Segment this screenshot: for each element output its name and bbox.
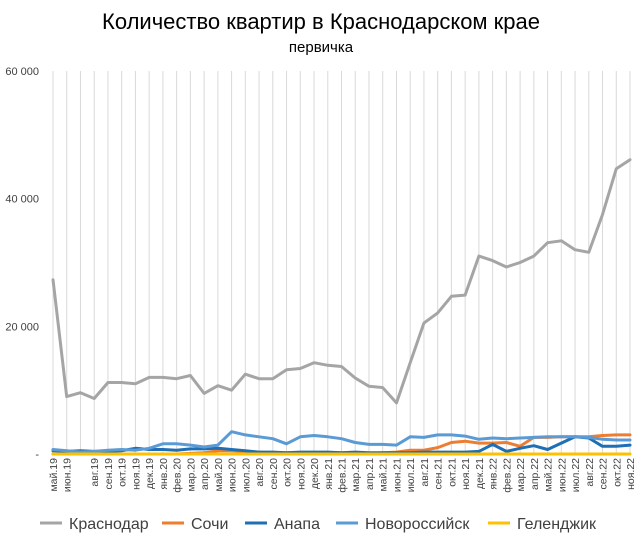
legend-label: Анапа bbox=[274, 516, 320, 533]
x-tick-label: окт.20 bbox=[282, 458, 294, 487]
x-tick-label: окт.22 bbox=[611, 458, 623, 487]
legend-label: Сочи bbox=[191, 516, 228, 533]
series-line-Краснодар bbox=[51, 158, 632, 405]
y-tick-label: 40 000 bbox=[5, 194, 39, 206]
legend: Краснодар Сочи Анапа Новороссийск Геленджик bbox=[40, 516, 597, 533]
x-tick-label: янв.21 bbox=[323, 458, 335, 490]
x-tick-label: май.20 bbox=[213, 458, 225, 492]
chart-subtitle: первичка bbox=[289, 39, 354, 56]
x-tick-label: июн.22 bbox=[556, 458, 568, 492]
x-tick-label: янв.20 bbox=[158, 458, 170, 490]
x-tick-label: мар.22 bbox=[515, 458, 527, 492]
x-tick-label: дек.20 bbox=[309, 458, 321, 489]
legend-label: Краснодар bbox=[69, 516, 149, 533]
x-tick-label: май.22 bbox=[543, 458, 555, 492]
x-tick-label: дек.21 bbox=[474, 458, 486, 489]
x-tick-label: ноя.21 bbox=[460, 458, 472, 490]
chart-title: Количество квартир в Краснодарском крае bbox=[102, 9, 540, 34]
y-axis-tick-labels: - 20 000 40 000 60 000 bbox=[5, 66, 39, 461]
x-tick-label: авг.19 bbox=[89, 458, 101, 487]
x-tick-label: апр.20 bbox=[199, 458, 211, 490]
x-tick-label: сен.22 bbox=[598, 458, 610, 490]
y-tick-label: 20 000 bbox=[5, 321, 39, 333]
x-tick-label: сен.20 bbox=[268, 458, 280, 490]
x-tick-label: ноя.22 bbox=[625, 458, 637, 490]
x-tick-label: апр.21 bbox=[364, 458, 376, 490]
x-tick-label: май.21 bbox=[378, 458, 390, 492]
x-tick-label: мар.20 bbox=[185, 458, 197, 492]
legend-label: Новороссийск bbox=[365, 516, 470, 533]
series-lines bbox=[51, 158, 632, 456]
x-tick-label: авг.22 bbox=[584, 458, 596, 487]
x-tick-label: сен.21 bbox=[433, 458, 445, 490]
series-line-Новороссийск bbox=[51, 430, 632, 454]
x-tick-label: июн.20 bbox=[227, 458, 239, 492]
x-tick-label: авг.21 bbox=[419, 458, 431, 487]
x-tick-label: дек.19 bbox=[144, 458, 156, 489]
x-tick-label: июл.21 bbox=[405, 458, 417, 492]
x-tick-label: фев.22 bbox=[501, 458, 513, 493]
x-tick-label: фев.21 bbox=[337, 458, 349, 493]
x-tick-label: авг.20 bbox=[254, 458, 266, 487]
x-tick-label: июн.21 bbox=[391, 458, 403, 492]
x-tick-label: сен.19 bbox=[103, 458, 115, 490]
y-tick-label: 60 000 bbox=[5, 66, 39, 78]
legend-label: Геленджик bbox=[517, 516, 597, 533]
x-tick-label: янв.22 bbox=[488, 458, 500, 490]
x-tick-label: окт.19 bbox=[117, 458, 129, 487]
x-tick-label: апр.22 bbox=[529, 458, 541, 490]
x-tick-label: фев.20 bbox=[172, 458, 184, 493]
x-tick-label: июл.22 bbox=[570, 458, 582, 492]
x-tick-label: июл.20 bbox=[240, 458, 252, 492]
x-axis-tick-labels: май.19 июн.19 авг.19 сен.19 окт.19 ноя.19 дек.… bbox=[48, 458, 637, 493]
gridlines bbox=[52, 71, 631, 455]
x-tick-label: окт.21 bbox=[446, 458, 458, 487]
x-tick-label: июн.19 bbox=[62, 458, 74, 492]
x-tick-label: ноя.20 bbox=[295, 458, 307, 490]
x-tick-label: май.19 bbox=[48, 458, 60, 492]
x-tick-label: мар.21 bbox=[350, 458, 362, 492]
y-tick-label: - bbox=[35, 449, 39, 461]
x-tick-label: ноя.19 bbox=[130, 458, 142, 490]
